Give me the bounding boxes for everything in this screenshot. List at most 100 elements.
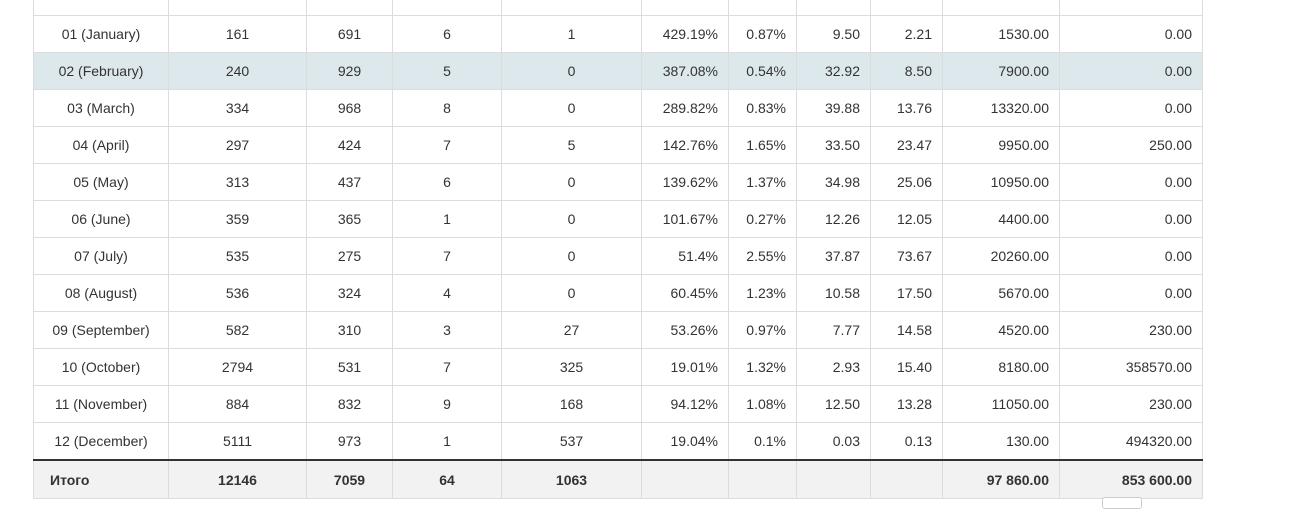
value-cell: 1 (392, 200, 502, 238)
value-cell: 168 (501, 385, 642, 423)
table-row[interactable]: 05 (May) 313 437 6 0 139.62% 1.37% 34.98 25.06 10… (33, 163, 1203, 201)
month-cell: 06 (June) (33, 200, 169, 238)
value-cell: 0 (501, 237, 642, 275)
value-cell: 5670.00 (942, 274, 1060, 312)
value-cell: 27 (501, 311, 642, 349)
header-row (33, 0, 1203, 16)
value-cell: 17.50 (870, 274, 943, 312)
value-cell: 9 (392, 385, 502, 423)
value-cell: 0 (501, 89, 642, 127)
value-cell: 691 (306, 15, 393, 53)
value-cell: 9.50 (796, 15, 871, 53)
column-header[interactable] (870, 0, 943, 16)
value-cell: 2.55% (728, 237, 797, 275)
value-cell: 240 (168, 52, 307, 90)
value-cell: 94.12% (641, 385, 729, 423)
value-cell: 0 (501, 274, 642, 312)
value-cell: 7900.00 (942, 52, 1060, 90)
column-header[interactable] (728, 0, 797, 16)
value-cell: 11050.00 (942, 385, 1060, 423)
column-header[interactable] (501, 0, 642, 16)
month-cell: 10 (October) (33, 348, 169, 386)
value-cell: 0.00 (1059, 89, 1203, 127)
value-cell: 25.06 (870, 163, 943, 201)
value-cell: 9950.00 (942, 126, 1060, 164)
value-cell: 7.77 (796, 311, 871, 349)
value-cell: 0.00 (1059, 237, 1203, 275)
table-row[interactable]: 11 (November) 884 832 9 168 94.12% 1.08% 12.50 1… (33, 385, 1203, 423)
value-cell: 0.00 (1059, 163, 1203, 201)
month-cell: 02 (February) (33, 52, 169, 90)
column-header[interactable] (942, 0, 1060, 16)
monthly-stats-table: 01 (January) 161 691 6 1 429.19% 0.87% 9.50 2.21… (33, 0, 1203, 499)
value-cell: 324 (306, 274, 393, 312)
value-cell: 313 (168, 163, 307, 201)
table-row[interactable]: 06 (June) 359 365 1 0 101.67% 0.27% 12.26 12.05 4… (33, 200, 1203, 238)
value-cell: 20260.00 (942, 237, 1060, 275)
value-cell: 0.13 (870, 422, 943, 461)
value-cell: 973 (306, 422, 393, 461)
table-row[interactable]: 01 (January) 161 691 6 1 429.19% 0.87% 9.50 2.21… (33, 15, 1203, 53)
column-header[interactable] (392, 0, 502, 16)
value-cell: 53.26% (641, 311, 729, 349)
table-header (33, 0, 1203, 16)
table-row[interactable]: 03 (March) 334 968 8 0 289.82% 0.83% 39.88 13.76… (33, 89, 1203, 127)
value-cell: 161 (168, 15, 307, 53)
value-cell: 929 (306, 52, 393, 90)
table-row[interactable]: 12 (December) 5111 973 1 537 19.04% 0.1% 0.03 0.… (33, 422, 1203, 461)
column-header[interactable] (1059, 0, 1203, 16)
column-header[interactable] (33, 0, 169, 16)
table-row[interactable]: 04 (April) 297 424 7 5 142.76% 1.65% 33.50 23.47… (33, 126, 1203, 164)
value-cell: 310 (306, 311, 393, 349)
value-cell: 8 (392, 89, 502, 127)
value-cell: 437 (306, 163, 393, 201)
value-cell: 0.00 (1059, 200, 1203, 238)
value-cell: 359 (168, 200, 307, 238)
value-cell: 14.58 (870, 311, 943, 349)
page-size-select[interactable] (1102, 497, 1142, 509)
table-row[interactable]: 02 (February) 240 929 5 0 387.08% 0.54% 32.92 8.… (33, 52, 1203, 90)
value-cell: 536 (168, 274, 307, 312)
value-cell: 230.00 (1059, 385, 1203, 423)
column-header[interactable] (306, 0, 393, 16)
column-header[interactable] (641, 0, 729, 16)
value-cell: 12.26 (796, 200, 871, 238)
value-cell: 10950.00 (942, 163, 1060, 201)
value-cell: 5 (392, 52, 502, 90)
value-cell: 2794 (168, 348, 307, 386)
value-cell: 537 (501, 422, 642, 461)
table-row[interactable]: 10 (October) 2794 531 7 325 19.01% 1.32% 2.93 15… (33, 348, 1203, 386)
value-cell: 0.54% (728, 52, 797, 90)
value-cell: 6 (392, 163, 502, 201)
value-cell: 8180.00 (942, 348, 1060, 386)
table-body: 01 (January) 161 691 6 1 429.19% 0.87% 9.50 2.21… (33, 15, 1203, 461)
totals-value: 7059 (306, 459, 393, 499)
value-cell: 19.01% (641, 348, 729, 386)
value-cell: 7 (392, 126, 502, 164)
value-cell: 101.67% (641, 200, 729, 238)
value-cell: 0.00 (1059, 274, 1203, 312)
value-cell: 34.98 (796, 163, 871, 201)
totals-value (870, 459, 943, 499)
totals-value (728, 459, 797, 499)
value-cell: 0.1% (728, 422, 797, 461)
value-cell: 130.00 (942, 422, 1060, 461)
value-cell: 250.00 (1059, 126, 1203, 164)
month-cell: 07 (July) (33, 237, 169, 275)
value-cell: 0 (501, 163, 642, 201)
table-row[interactable]: 09 (September) 582 310 3 27 53.26% 0.97% 7.77 14… (33, 311, 1203, 349)
value-cell: 0.97% (728, 311, 797, 349)
value-cell: 19.04% (641, 422, 729, 461)
totals-row: Итого 12146 7059 64 1063 97 860.00 853 600.00 (33, 459, 1203, 499)
totals-value: 97 860.00 (942, 459, 1060, 499)
table-row[interactable]: 08 (August) 536 324 4 0 60.45% 1.23% 10.58 17.50… (33, 274, 1203, 312)
column-header[interactable] (168, 0, 307, 16)
value-cell: 535 (168, 237, 307, 275)
table-row[interactable]: 07 (July) 535 275 7 0 51.4% 2.55% 37.87 73.67 202… (33, 237, 1203, 275)
value-cell: 32.92 (796, 52, 871, 90)
value-cell: 12.05 (870, 200, 943, 238)
column-header[interactable] (796, 0, 871, 16)
month-cell: 08 (August) (33, 274, 169, 312)
value-cell: 358570.00 (1059, 348, 1203, 386)
value-cell: 3 (392, 311, 502, 349)
